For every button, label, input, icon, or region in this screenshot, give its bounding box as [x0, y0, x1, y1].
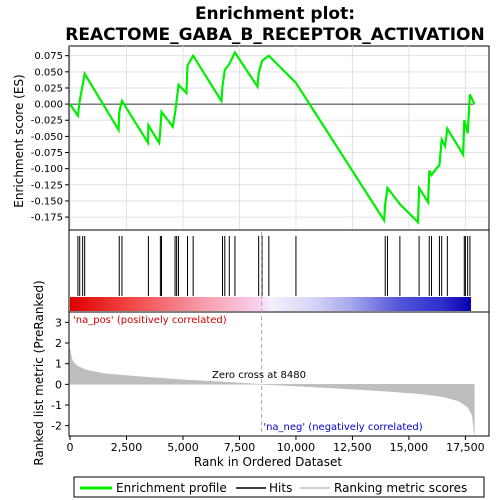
es-y-tick-label: 0.025 — [34, 83, 63, 94]
es-y-tick-label: 0.075 — [34, 51, 63, 62]
x-tick-label: 0 — [67, 441, 74, 454]
legend: Enrichment profile Hits Ranking metric s… — [73, 476, 485, 498]
es-y-axis-ticks: 0.075 0.050 0.025 0.000 -0.025 -0.050 -0.075 -0… — [31, 51, 69, 224]
hits-layer — [77, 236, 471, 296]
chart-title-line2: REACTOME_GABA_B_RECEPTOR_ACTIVATION — [65, 25, 484, 45]
x-tick-label: 12,500 — [333, 441, 372, 454]
es-y-tick-label: -0.125 — [31, 180, 63, 191]
es-y-tick-label: -0.100 — [31, 164, 63, 175]
zero-cross-label: Zero cross at 8480 — [212, 370, 306, 381]
metric-y-tick-label: -1 — [51, 399, 62, 412]
rank-color-bar — [70, 297, 471, 311]
enrichment-profile-line — [69, 50, 476, 225]
es-y-tick-label: -0.175 — [31, 213, 63, 224]
legend-hits-label: Hits — [269, 481, 292, 495]
metric-layer — [69, 232, 475, 436]
es-gridlines — [69, 46, 488, 230]
x-tick-label: 7,500 — [224, 441, 256, 454]
x-axis-ticks: 0 2,500 5,000 7,500 10,000 12,500 15,000 17,500 — [67, 436, 485, 454]
positive-correlated-label: 'na_pos' (positively correlated) — [73, 315, 227, 326]
es-y-tick-label: -0.050 — [31, 132, 63, 143]
es-y-tick-label: -0.025 — [31, 116, 63, 127]
chart-title-line1: Enrichment plot: — [195, 4, 355, 24]
ranking-metric-area — [69, 349, 475, 434]
metric-y-tick-label: -2 — [51, 420, 62, 433]
metric-y-axis-label: Ranked list metric (PreRanked) — [32, 280, 46, 465]
es-y-tick-label: 0.000 — [34, 100, 63, 111]
negative-correlated-label: 'na_neg' (negatively correlated) — [263, 422, 422, 433]
es-y-axis-label: Enrichment score (ES) — [12, 74, 26, 207]
es-panel-frame — [68, 45, 490, 231]
x-tick-label: 17,500 — [446, 441, 485, 454]
es-curve-layer — [69, 50, 476, 225]
es-y-tick-label: -0.150 — [31, 196, 63, 207]
es-panel: 0.075 0.050 0.025 0.000 -0.025 -0.050 -0.075 -0… — [12, 45, 490, 231]
metric-y-tick-label: 2 — [55, 337, 62, 350]
es-y-tick-label: 0.050 — [34, 67, 63, 78]
metric-panel-frame — [68, 311, 490, 437]
x-tick-label: 15,000 — [390, 441, 429, 454]
legend-enrichment-label: Enrichment profile — [116, 481, 227, 495]
legend-ranking-label: Ranking metric scores — [334, 481, 467, 495]
x-axis-label: Rank in Ordered Dataset — [194, 455, 342, 469]
x-tick-label: 5,000 — [167, 441, 199, 454]
metric-y-tick-label: 1 — [55, 358, 62, 371]
metric-panel: 3 2 1 0 -1 -2 0 2,500 5,000 7,500 10,000 12,500 15,… — [32, 232, 490, 469]
metric-y-tick-label: 3 — [55, 316, 62, 329]
es-y-tick-label: -0.075 — [31, 148, 63, 159]
hits-panel — [68, 229, 490, 313]
x-tick-label: 10,000 — [277, 441, 316, 454]
legend-frame — [73, 476, 485, 498]
metric-y-tick-label: 0 — [55, 378, 62, 391]
x-tick-label: 2,500 — [111, 441, 143, 454]
metric-y-axis-ticks: 3 2 1 0 -1 -2 — [51, 316, 69, 433]
